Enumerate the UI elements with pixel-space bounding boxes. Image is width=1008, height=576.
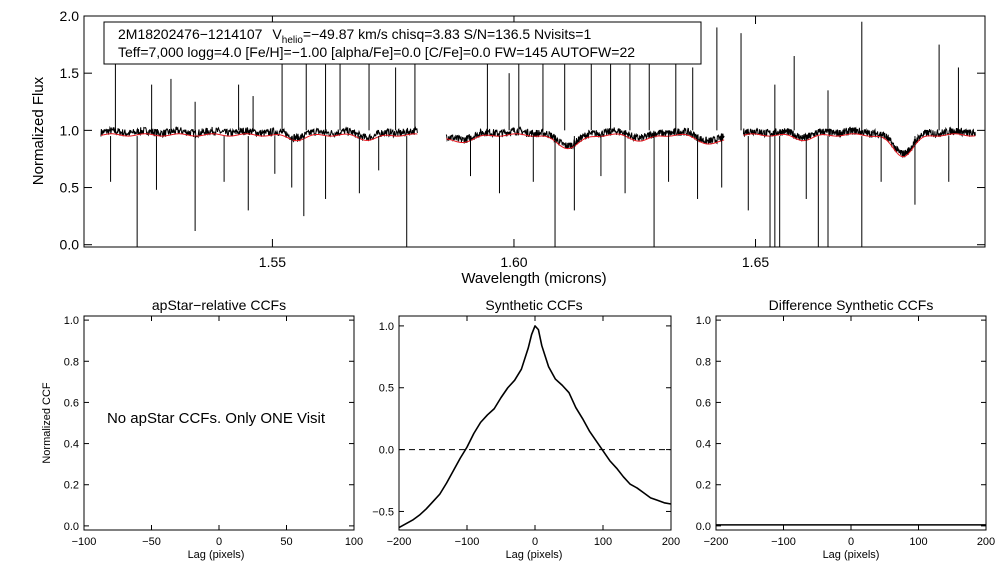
y-tick-label: 1.0 xyxy=(379,321,394,333)
synthetic-ccf-data xyxy=(398,325,672,529)
x-tick-label: 0 xyxy=(532,536,538,548)
y-tick-label: 1.0 xyxy=(64,315,79,327)
apstar-ccf-y-axis-title: Normalized CCF xyxy=(41,382,53,464)
x-tick-label: −200 xyxy=(387,536,412,548)
synthetic-ccf-frame xyxy=(398,315,672,531)
difference-ccf-frame xyxy=(715,315,987,531)
observed-spectrum-chip-1 xyxy=(100,125,418,143)
y-tick-label: 0.0 xyxy=(64,521,79,533)
y-tick-label: 1.5 xyxy=(60,65,80,81)
y-tick-label: 1.0 xyxy=(60,122,80,138)
observed-spectrum-chip-3 xyxy=(742,126,976,159)
y-tick-label: 0.5 xyxy=(379,383,394,395)
info-line-1: 2M18202476−1214107 Vhelio=−49.87 km/s chi… xyxy=(118,26,591,46)
x-tick-label: 100 xyxy=(594,536,612,548)
x-tick-label: 100 xyxy=(909,536,927,548)
model-spectrum-chip-3 xyxy=(743,133,976,158)
y-tick-label: −0.5 xyxy=(372,506,394,518)
x-tick-label: 50 xyxy=(280,536,292,548)
spectrum-ticks: 1.55 1.60 1.65 0.0 0.5 1.0 1.5 2.0 xyxy=(60,8,985,270)
synthetic-ccf-x-axis-title: Lag (pixels) xyxy=(506,549,563,561)
y-tick-label: 0.0 xyxy=(60,237,80,253)
spectrum-frame xyxy=(83,15,986,248)
x-tick-label: −100 xyxy=(455,536,480,548)
x-tick-label: 200 xyxy=(977,536,995,548)
x-tick-label: −100 xyxy=(771,536,796,548)
y-tick-label: 0.4 xyxy=(64,439,79,451)
y-tick-label: 0.6 xyxy=(696,397,711,409)
x-tick-label: −50 xyxy=(142,536,161,548)
apstar-ccf-annotation: No apStar CCFs. Only ONE Visit xyxy=(107,410,326,427)
difference-ccf-panel: −200 −100 0 100 200 0.0 0.2 0.4 0.6 0.8 1.0 Differ… xyxy=(696,297,995,561)
apstar-ccf-panel: −100 −50 0 50 100 0.0 0.2 0.4 0.6 0.8 1.0 apStar−r… xyxy=(41,297,363,561)
difference-ccf-ticks: −200 −100 0 100 200 0.0 0.2 0.4 0.6 0.8 1.0 xyxy=(696,315,995,548)
apstar-ccf-ticks: −100 −50 0 50 100 0.0 0.2 0.4 0.6 0.8 1.0 xyxy=(64,315,363,548)
apstar-ccf-x-axis-title: Lag (pixels) xyxy=(188,549,245,561)
spectrum-panel: 1.55 1.60 1.65 0.0 0.5 1.0 1.5 2.0 2M18202476−1… xyxy=(30,8,986,287)
synthetic-ccf-title: Synthetic CCFs xyxy=(485,297,582,313)
y-tick-label: 0.2 xyxy=(696,480,711,492)
x-tick-label: 1.65 xyxy=(742,254,769,270)
apstar-ccf-title: apStar−relative CCFs xyxy=(152,297,286,313)
x-tick-label: 200 xyxy=(662,536,680,548)
synthetic-ccf-panel: −200 −100 0 100 200 −0.5 0.0 0.5 1.0 Synthetic C… xyxy=(372,297,680,561)
y-tick-label: 0.8 xyxy=(696,356,711,368)
y-tick-label: 0.0 xyxy=(379,445,394,457)
x-tick-label: 100 xyxy=(345,536,363,548)
model-spectrum-chip-1 xyxy=(100,133,418,142)
y-tick-label: 1.0 xyxy=(696,315,711,327)
x-tick-label: 1.55 xyxy=(259,254,286,270)
x-tick-label: −100 xyxy=(72,536,97,548)
difference-ccf-x-axis-title: Lag (pixels) xyxy=(823,549,880,561)
difference-ccf-title: Difference Synthetic CCFs xyxy=(769,297,934,313)
x-tick-label: 0 xyxy=(848,536,854,548)
ccf-curve xyxy=(398,325,672,529)
y-tick-label: 0.0 xyxy=(696,521,711,533)
x-tick-label: 1.60 xyxy=(500,254,527,270)
spectrum-x-axis-title: Wavelength (microns) xyxy=(461,270,606,287)
y-tick-label: 0.2 xyxy=(64,480,79,492)
x-tick-label: −200 xyxy=(704,536,729,548)
info-line-2: Teff=7,000 logg=4.0 [Fe/H]=−1.00 [alpha/… xyxy=(118,44,635,60)
y-tick-label: 0.4 xyxy=(696,439,711,451)
y-tick-label: 0.8 xyxy=(64,356,79,368)
spectrum-y-axis-title: Normalized Flux xyxy=(30,76,47,185)
y-tick-label: 0.5 xyxy=(60,180,80,196)
x-tick-label: 0 xyxy=(216,536,222,548)
y-tick-label: 0.6 xyxy=(64,397,79,409)
synthetic-ccf-ticks: −200 −100 0 100 200 −0.5 0.0 0.5 1.0 xyxy=(372,316,680,548)
info-box xyxy=(103,21,702,65)
y-tick-label: 2.0 xyxy=(60,8,80,24)
model-spectrum-chip-2 xyxy=(446,133,725,150)
